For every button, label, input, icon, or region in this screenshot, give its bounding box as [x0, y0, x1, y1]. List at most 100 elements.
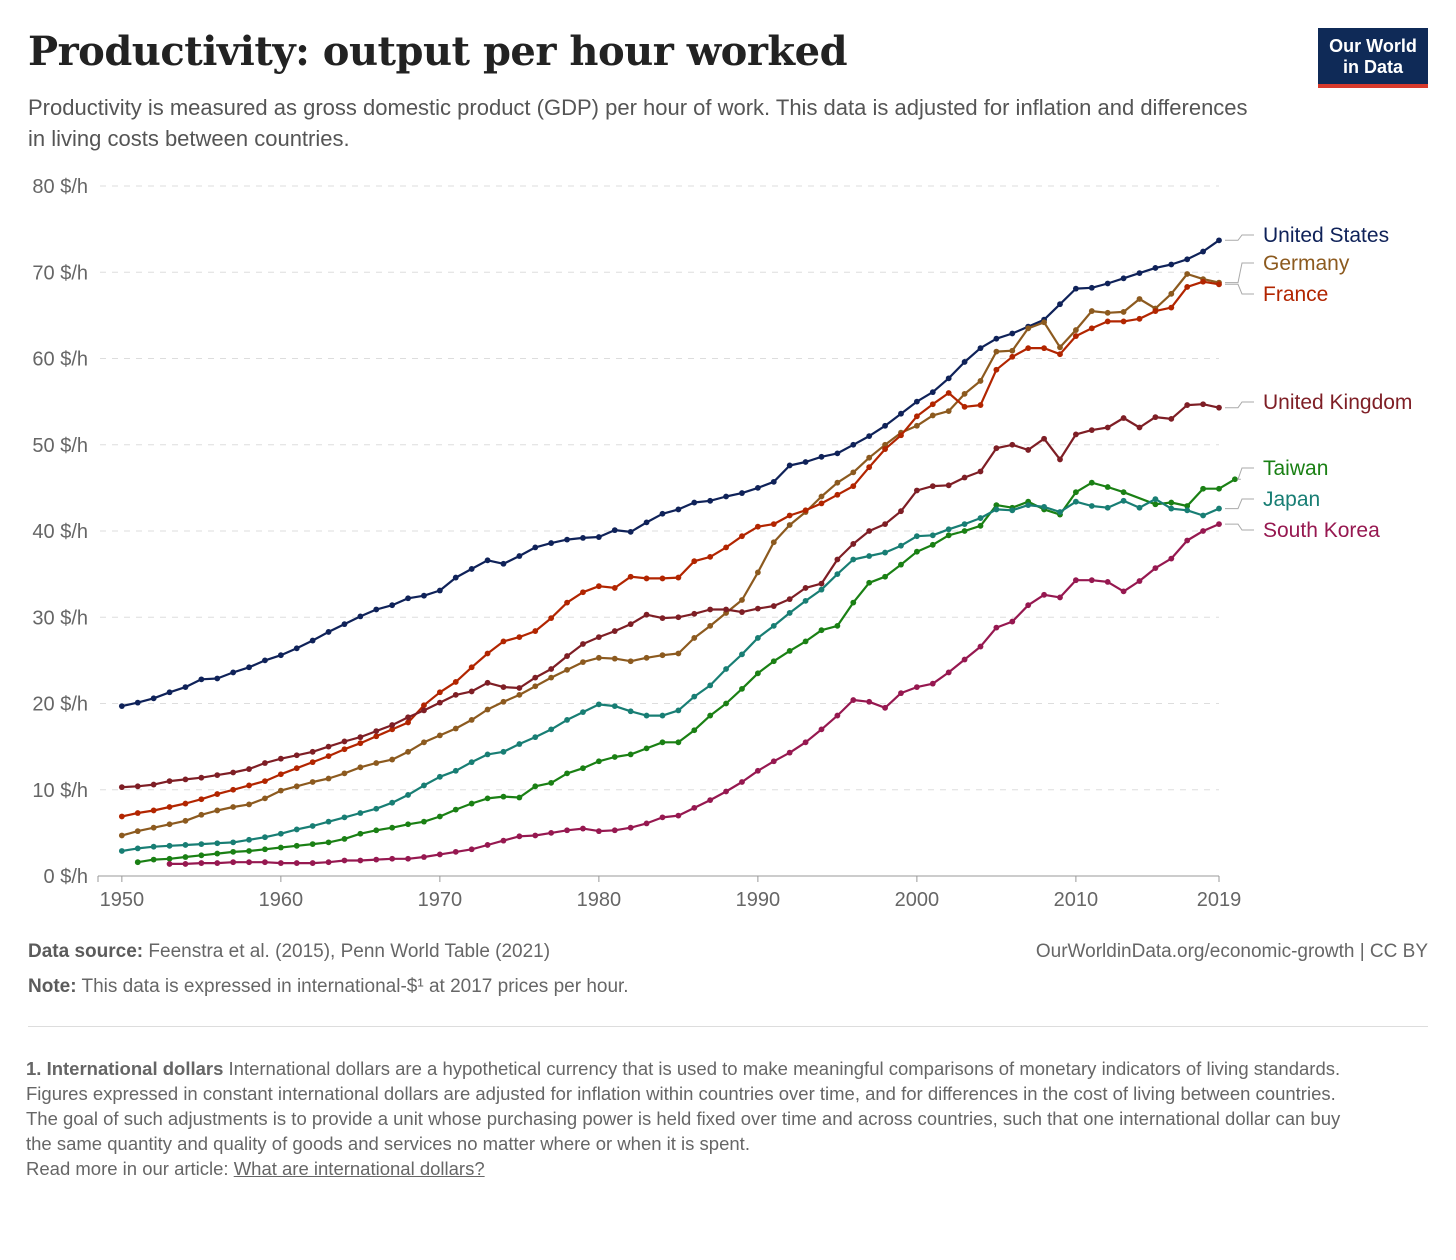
data-point	[786, 512, 793, 519]
data-point	[1088, 427, 1095, 433]
data-point	[389, 602, 396, 609]
data-point	[182, 817, 189, 824]
data-point	[707, 682, 714, 689]
data-point	[1184, 537, 1191, 544]
data-point	[707, 712, 714, 719]
data-point	[611, 585, 618, 591]
data-point	[707, 606, 714, 613]
data-point	[643, 575, 650, 582]
series-label: South Korea	[1263, 519, 1380, 542]
data-point	[389, 799, 396, 806]
data-point	[516, 685, 523, 691]
data-point	[770, 658, 777, 665]
data-point	[262, 834, 268, 841]
data-point	[564, 536, 570, 543]
data-point	[627, 573, 634, 580]
data-point	[309, 841, 316, 847]
data-point	[1200, 485, 1206, 492]
x-tick-label: 2010	[1054, 889, 1099, 911]
data-point	[866, 528, 873, 534]
data-point	[452, 725, 459, 732]
data-point	[580, 641, 586, 647]
owid-logo[interactable]: Our World in Data	[1318, 28, 1428, 88]
data-point	[246, 782, 252, 789]
data-point	[659, 575, 666, 582]
data-point	[818, 500, 825, 507]
data-point	[198, 676, 205, 683]
data-point	[739, 597, 745, 603]
data-point	[246, 848, 252, 854]
data-point	[436, 689, 443, 696]
data-point	[882, 549, 888, 556]
data-point	[802, 459, 809, 465]
data-point	[405, 595, 411, 602]
data-point	[1216, 521, 1222, 527]
data-point	[627, 658, 634, 665]
data-point	[564, 599, 570, 606]
data-point	[309, 779, 316, 785]
data-point	[913, 398, 920, 405]
data-point	[1120, 497, 1127, 504]
data-point	[659, 615, 666, 622]
data-point	[945, 482, 952, 489]
data-point	[1232, 476, 1238, 483]
series-taiwan	[134, 476, 1238, 866]
data-point	[707, 553, 714, 560]
series-label: United Kingdom	[1263, 391, 1412, 414]
data-point	[595, 701, 602, 708]
data-point	[118, 784, 125, 791]
source-url[interactable]: OurWorldinData.org/economic-growth | CC …	[1035, 941, 1428, 962]
data-point	[436, 813, 443, 820]
data-point	[532, 683, 539, 690]
label-connector	[1225, 523, 1254, 531]
data-point	[230, 786, 237, 793]
data-point	[913, 487, 920, 494]
data-point	[1009, 347, 1016, 354]
data-point	[532, 674, 539, 681]
data-point	[1025, 502, 1032, 509]
data-point	[691, 804, 698, 811]
data-point	[405, 719, 411, 726]
data-point	[754, 605, 761, 612]
data-point	[405, 855, 411, 862]
data-point	[961, 359, 968, 365]
data-point	[118, 832, 125, 839]
label-connector	[1237, 467, 1254, 480]
series-united-kingdom	[118, 401, 1222, 791]
data-point	[500, 837, 507, 844]
data-point	[961, 656, 968, 663]
y-tick-label: 0 $/h	[44, 866, 88, 888]
data-point	[643, 611, 650, 618]
data-point	[436, 851, 443, 858]
data-point	[277, 755, 284, 762]
footnote-p1: International dollars are a hypothetical…	[228, 1058, 1341, 1079]
data-point	[468, 800, 475, 807]
data-point	[1216, 237, 1222, 244]
data-point	[277, 860, 284, 866]
data-point	[1136, 296, 1143, 302]
data-point	[436, 732, 443, 739]
data-point	[945, 669, 952, 676]
series-label: Germany	[1263, 252, 1350, 275]
data-point	[1104, 309, 1111, 316]
data-point	[436, 699, 443, 706]
y-axis-ticks: 0 $/h 10 $/h 20 $/h 30 $/h 40 $/h 50 $/h 60 $/…	[32, 176, 88, 888]
data-point	[945, 532, 952, 539]
data-point	[325, 818, 332, 825]
international-dollars-link[interactable]: What are international dollars?	[233, 1158, 485, 1179]
series-france	[118, 278, 1222, 820]
data-point	[421, 702, 427, 709]
data-point	[548, 674, 555, 681]
data-point	[850, 541, 857, 547]
data-point	[834, 571, 841, 578]
data-point	[659, 739, 666, 746]
data-point	[516, 833, 523, 840]
data-point	[341, 814, 348, 821]
data-point	[452, 574, 459, 581]
y-tick-label: 40 $/h	[32, 521, 88, 543]
data-point	[611, 628, 618, 634]
data-point	[150, 807, 157, 814]
data-point	[373, 728, 380, 734]
data-point	[802, 739, 809, 746]
data-point	[309, 759, 316, 766]
